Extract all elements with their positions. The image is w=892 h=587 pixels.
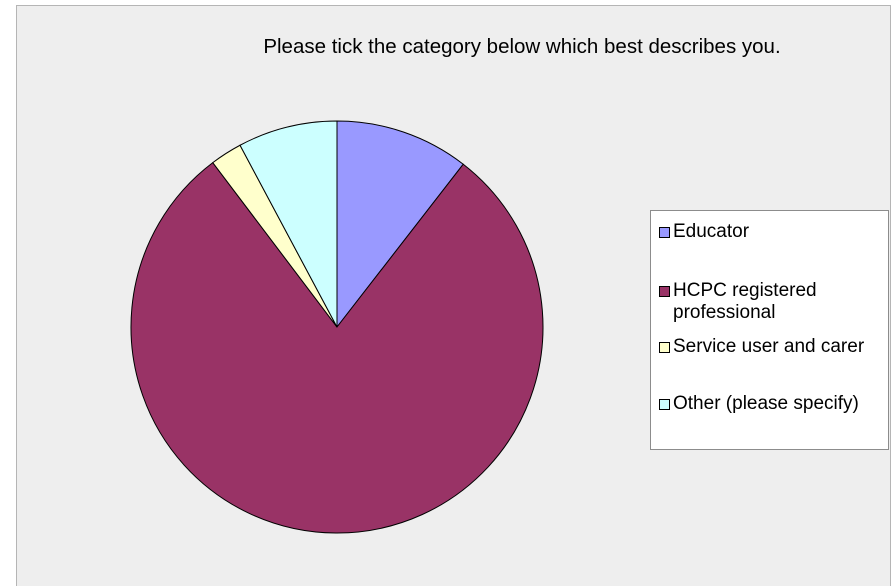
legend: Educator HCPC registered professional Se…	[650, 210, 889, 450]
legend-label-educator: Educator	[673, 221, 750, 242]
legend-item-educator: Educator	[659, 221, 884, 243]
legend-label-other: Other (please specify)	[673, 393, 859, 414]
legend-swatch-service-user	[659, 342, 670, 353]
legend-item-service-user: Service user and carer	[659, 336, 884, 358]
pie-slice-hcpc	[130, 161, 544, 534]
legend-swatch-other	[659, 399, 670, 410]
pie-chart	[130, 120, 544, 534]
pie-slice-other	[239, 120, 338, 328]
legend-item-hcpc: HCPC registered professional	[659, 280, 884, 324]
chart-area: Please tick the category below which bes…	[16, 5, 891, 586]
legend-swatch-hcpc	[659, 286, 670, 297]
legend-label-service-user: Service user and carer	[673, 336, 865, 357]
chart-title: Please tick the category below which bes…	[263, 35, 781, 58]
legend-swatch-educator	[659, 227, 670, 238]
legend-label-hcpc: HCPC registered professional	[673, 280, 817, 323]
legend-item-other: Other (please specify)	[659, 393, 884, 415]
pie-slice-educator	[336, 120, 464, 329]
